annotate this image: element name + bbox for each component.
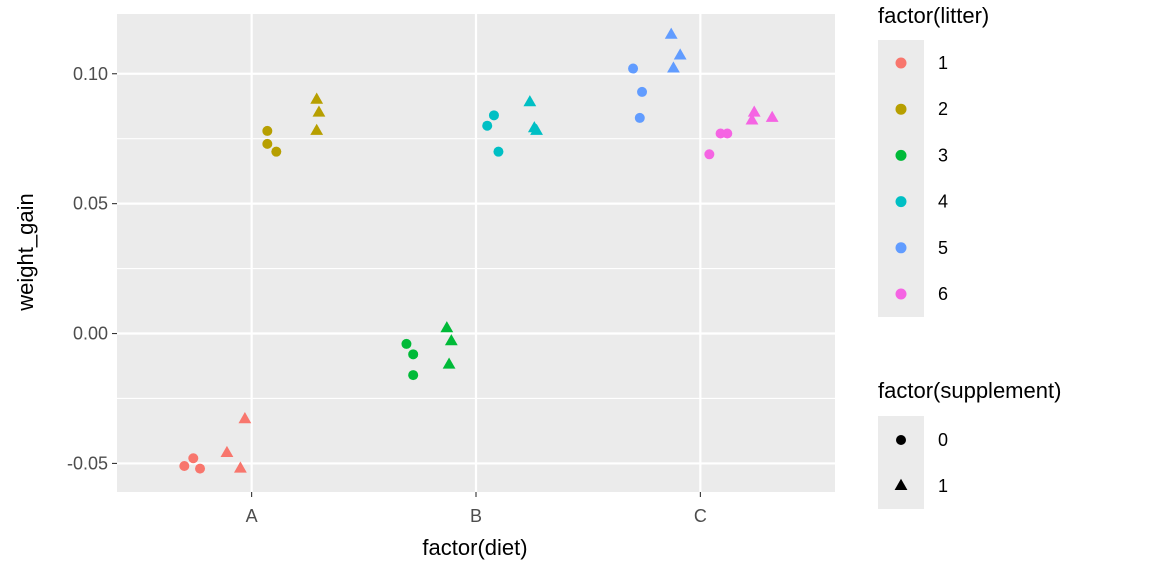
x-axis-title: factor(diet)	[422, 535, 527, 560]
y-tick-label: 0.10	[73, 64, 108, 84]
data-point	[745, 113, 759, 125]
legend-litter-label: 3	[938, 145, 948, 165]
legend-litter-key	[895, 288, 907, 300]
legend-litter-key	[895, 103, 907, 115]
y-tick-label: 0.00	[73, 324, 108, 344]
data-point	[765, 110, 779, 122]
data-point	[195, 463, 206, 474]
data-point	[262, 138, 273, 149]
data-points	[179, 27, 779, 474]
data-point	[442, 357, 456, 369]
data-point	[673, 48, 687, 60]
legend-litter-key	[895, 242, 907, 254]
legend-litter-title: factor(litter)	[878, 3, 989, 28]
x-tick-label: C	[694, 506, 707, 526]
legend-supplement-key-background	[878, 416, 924, 509]
data-point	[310, 92, 324, 104]
legend-litter-label: 4	[938, 192, 948, 212]
data-point	[667, 61, 680, 73]
data-point	[408, 370, 419, 381]
y-axis-title: weight_gain	[13, 193, 38, 311]
data-point	[262, 125, 273, 136]
data-point	[628, 63, 639, 74]
legend-supplement-title: factor(supplement)	[878, 378, 1061, 403]
data-point	[220, 445, 234, 457]
data-point	[747, 105, 761, 117]
data-point	[634, 112, 645, 123]
data-point	[271, 146, 282, 157]
data-point	[488, 110, 499, 121]
data-point	[530, 123, 543, 135]
data-point	[440, 321, 454, 333]
legend-litter-label: 1	[938, 53, 948, 73]
y-tick-label: -0.05	[67, 453, 108, 473]
data-point	[722, 128, 733, 139]
legend-litter-label: 6	[938, 284, 948, 304]
plot-panel	[117, 14, 835, 492]
data-point	[482, 120, 493, 131]
data-point	[523, 95, 537, 107]
data-point	[238, 412, 252, 424]
data-point	[310, 123, 324, 135]
legend-litter: factor(litter) 1 2 3 4 5 6	[878, 3, 989, 317]
data-point	[401, 338, 412, 349]
data-point	[493, 146, 504, 157]
legend-supplement: factor(supplement) 0 1	[878, 378, 1061, 509]
data-point	[234, 461, 247, 473]
data-point	[312, 105, 326, 117]
legend-litter-key	[895, 196, 907, 208]
legend-litter-key-background	[878, 40, 924, 317]
x-tick-label: B	[470, 506, 482, 526]
data-point	[664, 27, 678, 39]
data-point	[408, 349, 419, 360]
legend-litter-key	[895, 149, 907, 161]
legend-supplement-label: 1	[938, 476, 948, 496]
data-point	[179, 461, 190, 472]
data-point	[188, 453, 199, 464]
y-tick-label: 0.05	[73, 194, 108, 214]
data-point	[444, 334, 458, 346]
legend-supplement-key	[896, 435, 906, 445]
legend-litter-key	[895, 57, 907, 69]
legend-litter-label: 5	[938, 238, 948, 258]
legend-litter-label: 2	[938, 99, 948, 119]
data-point	[637, 86, 648, 97]
axes: -0.05 0.00 0.05 0.10 A B C	[67, 64, 707, 526]
x-tick-label: A	[246, 506, 258, 526]
legend-supplement-label: 0	[938, 430, 948, 450]
data-point	[704, 149, 715, 160]
legend-supplement-key	[894, 478, 908, 490]
